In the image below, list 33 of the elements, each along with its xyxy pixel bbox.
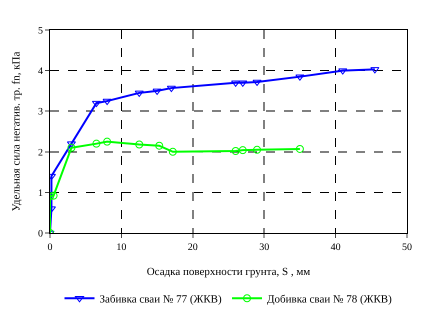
point [135,140,144,148]
point [103,138,112,146]
point [155,142,164,150]
y-tick-label: 0 [38,228,43,240]
point [102,98,112,106]
point [296,144,304,153]
point [238,146,247,154]
point [253,146,262,154]
legend-label: Добивка сваи № 78 (ЖКВ) [267,294,392,306]
point [66,141,76,148]
y-tick-label: 1 [38,188,43,199]
point [92,140,100,148]
y-axis-title: Удельная сила негатив. тр. fn, кПа [10,52,23,212]
point [166,86,176,92]
point [232,146,240,155]
point [92,100,101,108]
x-tick-label: 20 [188,242,198,253]
point [67,144,76,152]
x-tick-label: 0 [48,242,52,253]
point [168,148,177,156]
y-tick-label: 5 [38,26,43,36]
y-tick-label: 4 [38,66,43,78]
point [295,74,304,81]
x-tick-label: 30 [259,242,270,253]
x-tick-label: 50 [402,242,412,253]
legend-label: Забивка сваи № 77 (ЖКВ) [100,294,222,306]
x-tick-label: 10 [116,242,126,253]
point [50,192,58,200]
point [338,68,348,75]
x-tick-label: 40 [330,242,341,253]
y-tick-label: 2 [38,147,43,158]
y-tick-label: 3 [38,106,43,118]
x-axis-title: Осадка поверхности грунта, S , мм [146,266,310,278]
